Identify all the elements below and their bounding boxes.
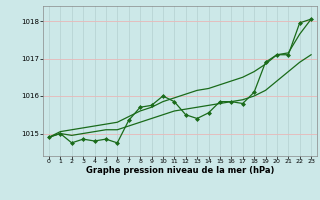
X-axis label: Graphe pression niveau de la mer (hPa): Graphe pression niveau de la mer (hPa) [86,166,274,175]
